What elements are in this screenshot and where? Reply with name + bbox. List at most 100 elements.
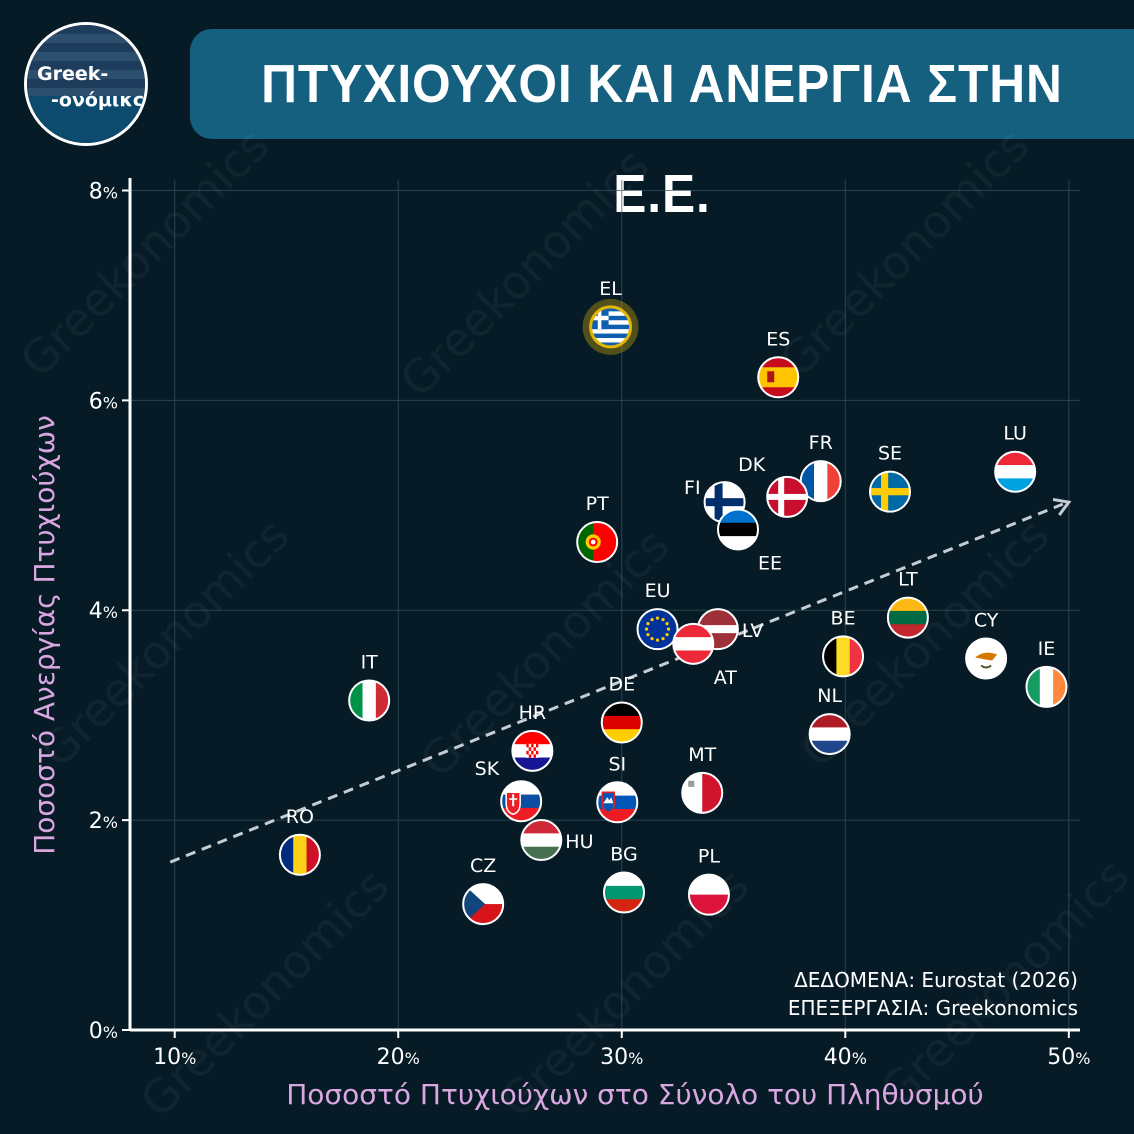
x-tick-label: 30%	[600, 1045, 643, 1070]
y-tick-unit: %	[103, 603, 118, 622]
logo: Greek- -ονόμικς	[24, 22, 148, 146]
y-tick-unit: %	[103, 1023, 118, 1042]
data-label: HR	[519, 702, 547, 724]
flag-border	[500, 780, 543, 823]
data-point-ro: RO	[278, 806, 321, 876]
y-tick-unit: %	[103, 813, 118, 832]
data-label: CY	[974, 610, 999, 632]
x-tick-unit: %	[405, 1049, 420, 1068]
flag-border	[278, 833, 321, 876]
data-label: SK	[475, 758, 500, 780]
flag-border	[965, 637, 1008, 680]
x-tick-label: 50%	[1047, 1045, 1090, 1070]
flag-border	[869, 470, 911, 513]
data-label: CZ	[470, 855, 496, 877]
x-tick-label: 40%	[824, 1045, 867, 1070]
data-label: DK	[738, 454, 766, 476]
x-tick-unit: %	[1075, 1049, 1090, 1068]
data-point-cz: CZ	[462, 855, 505, 926]
x-tick-unit: %	[181, 1049, 196, 1068]
data-point-be: BE	[822, 607, 865, 678]
flag-border	[576, 521, 619, 564]
data-label: EE	[758, 552, 782, 574]
logo-flag-stripes	[27, 25, 145, 96]
data-point-lt: LT	[886, 569, 929, 639]
flag-border	[1025, 665, 1068, 708]
flag-border	[672, 622, 715, 665]
x-tick-unit: %	[852, 1049, 867, 1068]
flag-malta-icon	[682, 772, 723, 813]
data-point-dk: DK	[738, 454, 809, 518]
data-point-eu: EU	[636, 580, 679, 651]
flag-eu-icon	[637, 609, 678, 650]
data-label: PT	[586, 493, 609, 515]
x-tick-label: 20%	[377, 1045, 420, 1070]
data-point-pl: PL	[687, 846, 730, 916]
page-title: ΠΤΥΧΙΟΥΧΟΙ ΚΑΙ ΑΝΕΡΓΙΑ ΣΤΗΝ Ε.Ε.	[261, 54, 1063, 224]
flag-border	[886, 596, 929, 639]
data-point-el: EL	[582, 278, 639, 355]
y-tick-label: 0%	[89, 1019, 118, 1044]
flag-border	[636, 608, 679, 651]
data-point-ie: IE	[1025, 638, 1068, 708]
data-point-si: SI	[596, 753, 639, 824]
x-tick-label: 10%	[153, 1045, 196, 1070]
y-axis-label: Ποσοστό Ανεργίας Πτυχιούχων	[28, 415, 61, 855]
flag-border	[600, 701, 643, 744]
flag-cyprus-icon	[966, 638, 1007, 679]
data-label: EU	[645, 580, 671, 602]
data-label: AT	[714, 667, 738, 689]
data-point-de: DE	[600, 674, 643, 744]
flag-greece-icon	[590, 306, 631, 347]
data-label: LU	[1003, 423, 1027, 445]
data-label: PL	[698, 846, 720, 868]
logo-text-line2: -ονόμικς	[51, 89, 145, 111]
flag-border	[596, 781, 639, 824]
flag-border	[808, 713, 851, 756]
x-tick-unit: %	[628, 1049, 643, 1068]
data-label: NL	[817, 685, 842, 707]
data-point-se: SE	[869, 443, 911, 513]
flag-spain-icon	[758, 357, 799, 398]
flag-sweden-icon	[870, 471, 910, 512]
flag-czechia-icon	[463, 884, 504, 925]
data-label: FI	[684, 477, 701, 499]
data-point-bg: BG	[603, 844, 645, 914]
data-point-it: IT	[348, 651, 391, 722]
data-point-ee: EE	[717, 508, 782, 574]
y-tick-unit: %	[103, 183, 118, 202]
data-label: SE	[878, 443, 902, 465]
flag-border	[766, 475, 809, 518]
data-label: FR	[809, 432, 833, 454]
data-point-hr: HR	[511, 702, 554, 772]
data-point-fr: FR	[799, 432, 842, 503]
flag-border	[757, 356, 800, 399]
data-label: MT	[688, 744, 716, 766]
source-line2: ΕΠΕΞΕΡΓΑΣΙΑ: Greekonomics	[787, 996, 1078, 1020]
data-point-at: AT	[672, 622, 738, 689]
flag-border	[822, 635, 865, 678]
flag-border	[717, 508, 759, 551]
data-label: BG	[610, 844, 637, 866]
flag-border	[589, 305, 633, 349]
logo-band	[27, 95, 145, 143]
data-label: LT	[898, 569, 918, 591]
flag-border	[462, 883, 505, 926]
data-point-es: ES	[757, 328, 800, 399]
data-label: SI	[608, 753, 626, 775]
logo-text-line1: Greek-	[37, 63, 109, 85]
data-label: RO	[286, 806, 314, 828]
flag-border	[681, 771, 724, 814]
flag-border	[520, 819, 563, 862]
data-label: IT	[361, 651, 379, 673]
flag-border	[687, 873, 730, 916]
data-label: EL	[599, 278, 622, 300]
data-label: IE	[1038, 638, 1056, 660]
flag-poland-icon	[688, 874, 729, 915]
data-point-mt: MT	[681, 744, 724, 814]
flag-border	[348, 679, 391, 722]
trend-arrowhead	[1052, 497, 1072, 516]
x-axis-label: Ποσοστό Πτυχιούχων στο Σύνολο του Πληθυσ…	[286, 1078, 984, 1111]
flag-border	[511, 729, 554, 772]
